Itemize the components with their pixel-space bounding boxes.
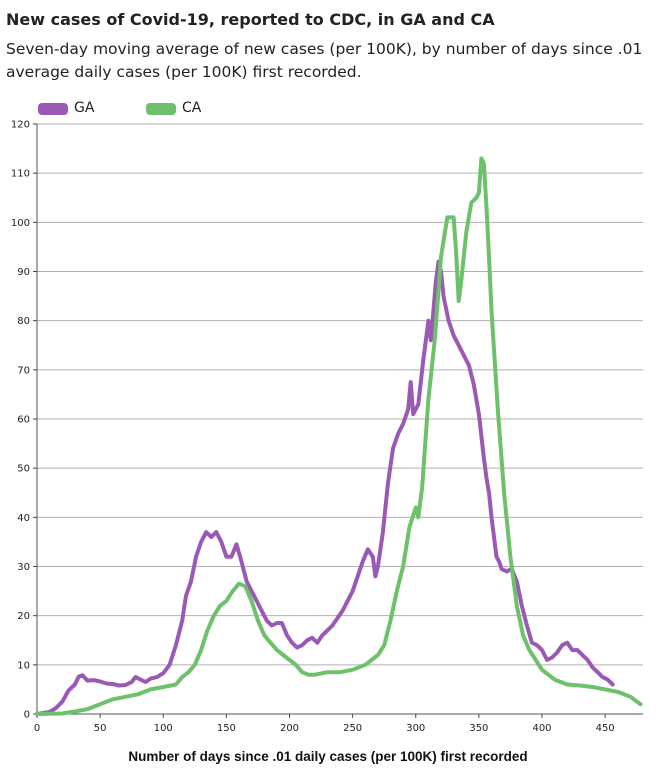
y-tick-label-0: 0 <box>24 710 30 721</box>
y-tick-label-110: 110 <box>11 169 30 180</box>
series-lines <box>35 156 643 716</box>
chart-title: New cases of Covid-19, reported to CDC, … <box>6 10 495 29</box>
x-tick-label-150: 150 <box>217 723 236 734</box>
y-tick-label-20: 20 <box>17 611 30 622</box>
x-tick-label-350: 350 <box>469 723 488 734</box>
x-tick-label-400: 400 <box>532 723 551 734</box>
y-tick-label-100: 100 <box>11 218 30 229</box>
y-tick-label-40: 40 <box>17 513 30 524</box>
x-tick-label-300: 300 <box>406 723 425 734</box>
grid-lines <box>37 123 643 666</box>
y-tick-label-70: 70 <box>17 365 30 376</box>
x-tick-label-50: 50 <box>94 723 107 734</box>
legend-label-ca: CA <box>182 100 202 116</box>
series-line-ca <box>35 156 643 716</box>
x-axis-ticks: 0 50 100 150 200 250 300 350 400 450 <box>34 714 615 734</box>
y-tick-label-80: 80 <box>17 316 30 327</box>
y-tick-label-50: 50 <box>17 464 30 475</box>
legend-swatch-ga <box>38 103 68 115</box>
x-tick-label-0: 0 <box>34 723 40 734</box>
x-tick-label-250: 250 <box>343 723 362 734</box>
y-tick-label-60: 60 <box>17 415 30 426</box>
legend-swatch-ca <box>146 103 176 115</box>
x-axis-label: Number of days since .01 daily cases (pe… <box>128 749 528 764</box>
x-tick-label-100: 100 <box>154 723 173 734</box>
x-tick-label-450: 450 <box>596 723 615 734</box>
y-tick-label-10: 10 <box>17 660 30 671</box>
chart-subtitle: Seven-day moving average of new cases (p… <box>6 40 643 81</box>
y-axis-ticks: 0 10 20 30 40 50 60 70 80 90 100 110 120 <box>11 120 37 721</box>
legend-label-ga: GA <box>74 100 95 116</box>
x-tick-label-200: 200 <box>280 723 299 734</box>
y-tick-label-30: 30 <box>17 562 30 573</box>
y-tick-label-90: 90 <box>17 267 30 278</box>
y-tick-label-120: 120 <box>11 120 30 131</box>
